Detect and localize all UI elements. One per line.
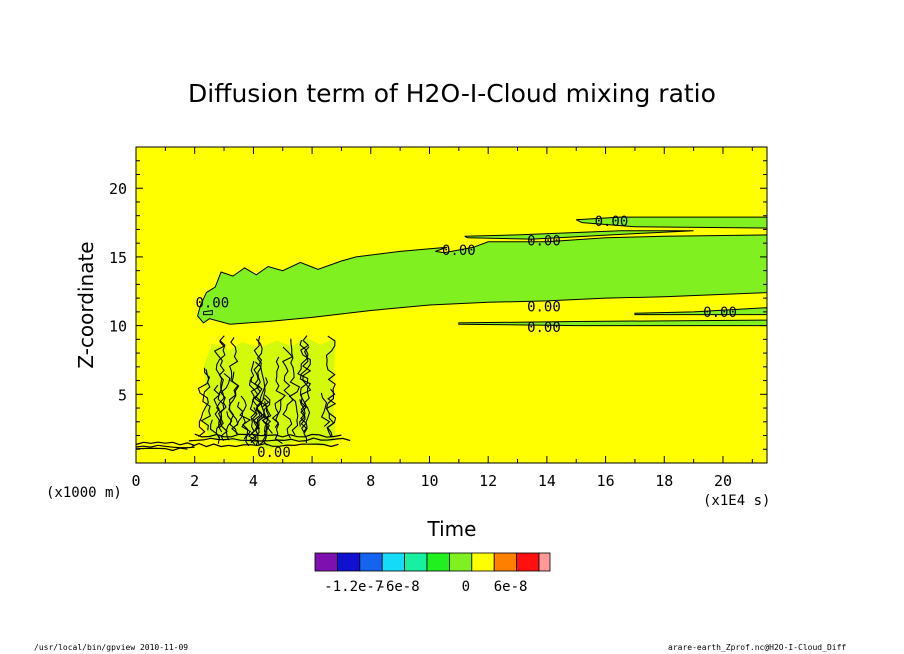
contour-line xyxy=(320,392,331,427)
x-tick-label: 2 xyxy=(190,472,199,490)
x-tick-label: 8 xyxy=(366,472,375,490)
contour-line xyxy=(274,356,286,445)
x-tick-label: 16 xyxy=(597,472,615,490)
plot-frame xyxy=(135,146,768,464)
contour-line xyxy=(253,335,263,438)
contour-line xyxy=(220,373,231,442)
contour-line xyxy=(213,384,222,439)
x-tick-label: 14 xyxy=(538,472,556,490)
contour-label: 0.00 xyxy=(527,320,561,336)
colorbar-swatch xyxy=(404,552,428,572)
colorbar-swatch xyxy=(493,552,518,572)
contour-label: 0.00 xyxy=(442,243,476,259)
y-tick-label: 15 xyxy=(109,249,127,267)
x-axis-label: Time xyxy=(427,517,477,541)
contour-label: 0.00 xyxy=(527,299,561,315)
colorbar-swatch xyxy=(336,552,361,572)
contour-line xyxy=(325,335,337,438)
contour-line xyxy=(239,395,252,440)
footer-left: /usr/local/bin/gpview 2010-11-09 xyxy=(34,643,189,652)
contour-lines xyxy=(135,309,351,452)
y-axis-label: Z-coordinate xyxy=(74,241,98,368)
contour-label: 0.00 xyxy=(527,233,561,249)
contour-line xyxy=(225,411,233,441)
colorbar-swatch xyxy=(516,552,540,572)
contour-line xyxy=(261,396,272,446)
contour-line xyxy=(194,433,342,438)
contour-region xyxy=(197,234,768,325)
y-tick-label: 5 xyxy=(118,386,127,404)
x-tick-label: 12 xyxy=(479,472,497,490)
contour-line xyxy=(297,339,309,427)
contour-line xyxy=(135,441,195,446)
colorbar-swatch xyxy=(471,552,495,572)
colorbar-swatch xyxy=(381,552,406,572)
contour-line xyxy=(135,447,188,452)
x-unit-label: (x1E4 s) xyxy=(703,493,770,509)
contour-line xyxy=(299,335,312,433)
contour-line xyxy=(188,437,351,442)
contour-labels: 0.00 0.00 0.00 0.00 0.00 0.00 0.00 0.00 xyxy=(195,214,736,461)
plot-area: 0.00 0.00 0.00 0.00 0.00 0.00 0.00 0.00 xyxy=(135,146,768,464)
x-tick-label: 10 xyxy=(420,472,438,490)
footer-right: arare-earth_Zprof.nc@H2O-I-Cloud_Diff xyxy=(668,643,847,652)
contour-line xyxy=(236,401,244,427)
contour-line xyxy=(248,407,259,447)
colorbar-tick-label: -6e-8 xyxy=(378,579,420,595)
contour-line xyxy=(203,309,213,316)
contour-label: 0.00 xyxy=(595,214,629,230)
contour-line xyxy=(213,341,225,429)
colorbar-swatch xyxy=(426,552,450,572)
x-tick-label: 20 xyxy=(714,472,732,490)
y-tick-label: 20 xyxy=(109,180,127,198)
contour-line xyxy=(200,367,212,431)
contour-line xyxy=(241,416,252,447)
contour-label: 0.00 xyxy=(195,295,229,311)
contour-line xyxy=(254,361,266,430)
contour-line xyxy=(288,338,301,436)
x-tick-label: 0 xyxy=(131,472,140,490)
contour-line xyxy=(299,399,307,434)
colorbar-swatch xyxy=(314,552,338,572)
contour-line xyxy=(191,442,339,448)
y-tick-label: 10 xyxy=(109,318,127,336)
contour-label: 0.00 xyxy=(257,445,291,461)
y-axis: 5 10 15 20 xyxy=(109,160,767,450)
colorbar: -1.2e-7-6e-8 0 6e-8 xyxy=(314,552,551,595)
contour-line xyxy=(228,337,239,435)
colorbar-tick-label: 6e-8 xyxy=(494,579,528,595)
contour-region xyxy=(464,230,694,240)
colorbar-swatch xyxy=(538,552,551,572)
contour-line xyxy=(259,377,271,446)
x-axis: 0 2 4 6 8 10 12 14 16 18 20 xyxy=(131,147,753,490)
colorbar-tick-label: 0 xyxy=(462,579,470,595)
contour-line xyxy=(135,444,195,449)
colorbar-tick-label: -1.2e-7 xyxy=(324,579,383,595)
chart-title: Diffusion term of H2O-I-Cloud mixing rat… xyxy=(188,79,716,108)
x-tick-label: 4 xyxy=(249,472,258,490)
contour-line xyxy=(282,346,294,439)
contour-line xyxy=(299,346,312,444)
colorbar-swatch xyxy=(359,552,383,572)
colorbar-swatch xyxy=(448,552,473,572)
contour-line xyxy=(263,394,273,434)
x-tick-label: 6 xyxy=(308,472,317,490)
y-unit-label: (x1000 m) xyxy=(46,485,122,501)
contour-label: 0.00 xyxy=(703,305,737,321)
x-tick-label: 18 xyxy=(655,472,673,490)
